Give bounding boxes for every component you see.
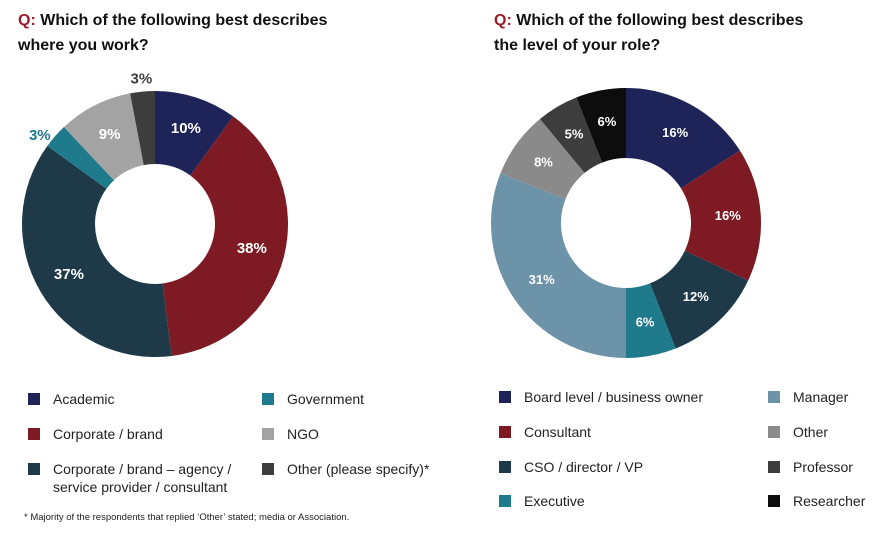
donut-slice-3 — [47, 127, 114, 189]
legend-item-government: Government — [262, 390, 364, 408]
donut-slice-6 — [539, 97, 603, 173]
legend-label: Professor — [793, 459, 853, 475]
legend-label: Executive — [524, 493, 585, 509]
donut-slice-7 — [576, 88, 626, 163]
right-chart-title: Q: Which of the following best describes… — [494, 8, 874, 58]
legend-swatch — [262, 428, 274, 440]
slice-label-4: 9% — [99, 126, 121, 143]
donut-slice-1 — [162, 116, 289, 356]
legend-swatch — [28, 393, 40, 405]
legend-item-professor: Professor — [768, 458, 853, 476]
legend-swatch — [768, 495, 780, 507]
legend-item-consultant: Consultant — [499, 423, 591, 441]
title-line-2: where you work? — [18, 37, 149, 54]
slice-label-1: 16% — [715, 208, 741, 223]
legend-swatch — [262, 463, 274, 475]
title-line-1: Which of the following best describes — [40, 12, 328, 29]
left-chart-title: Q: Which of the following best describes… — [18, 8, 398, 58]
workplace-donut-chart: 10% 38% 37% 3% 9% 3% — [21, 71, 289, 357]
title-line-1: Which of the following best describes — [516, 12, 804, 29]
donut-slice-2 — [649, 250, 749, 349]
legend-item-ngo: NGO — [262, 425, 319, 443]
slice-label-0: 10% — [171, 120, 201, 137]
slice-label-3: 6% — [636, 315, 655, 330]
donut-slice-1 — [680, 150, 761, 281]
legend-swatch — [499, 495, 511, 507]
question-prefix: Q: — [494, 12, 512, 29]
slice-label-6: 5% — [565, 127, 584, 142]
legend-swatch — [499, 461, 511, 473]
legend-label-line-1: Corporate / brand – agency / — [53, 461, 232, 477]
legend-swatch — [768, 391, 780, 403]
legend-swatch — [28, 428, 40, 440]
legend-label: Consultant — [524, 424, 591, 440]
legend-label: Other (please specify)* — [287, 461, 430, 477]
donut-slice-0 — [155, 91, 234, 176]
slice-label-0: 16% — [662, 125, 688, 140]
legend-label: Corporate / brand – agency / service pro… — [53, 460, 231, 496]
legend-label: Corporate / brand — [53, 426, 163, 442]
donut-slice-5 — [500, 118, 585, 200]
slice-label-2: 12% — [683, 289, 709, 304]
donut-slice-4 — [490, 173, 626, 358]
donut-slice-4 — [63, 93, 144, 181]
legend-swatch — [499, 391, 511, 403]
legend-item-researcher: Researcher — [768, 492, 865, 510]
legend-label: Researcher — [793, 493, 866, 509]
slice-label-2: 37% — [54, 266, 84, 283]
legend-item-other-specify: Other (please specify)* — [262, 460, 429, 478]
slice-label-5: 3% — [131, 71, 153, 88]
legend-swatch — [28, 463, 40, 475]
legend-item-cso: CSO / director / VP — [499, 458, 643, 476]
legend-item-agency: Corporate / brand – agency / service pro… — [28, 460, 231, 496]
legend-label: CSO / director / VP — [524, 459, 644, 475]
slice-label-5: 8% — [534, 154, 553, 169]
legend-label-line-2: service provider / consultant — [53, 479, 228, 495]
legend-item-executive: Executive — [499, 492, 585, 510]
slice-label-1: 38% — [237, 240, 267, 257]
legend-label: Board level / business owner — [524, 389, 703, 405]
legend-swatch — [768, 426, 780, 438]
legend-item-other: Other — [768, 423, 828, 441]
legend-label: Manager — [793, 389, 849, 405]
role-level-donut-chart: 16% 16% 12% 6% 31% 8% 5% 6% — [490, 88, 761, 358]
title-line-2: the level of your role? — [494, 37, 661, 54]
donut-slice-3 — [626, 283, 676, 358]
donut-slice-5 — [130, 91, 155, 166]
legend-item-academic: Academic — [28, 390, 114, 408]
question-prefix: Q: — [18, 12, 36, 29]
slice-label-4: 31% — [529, 272, 555, 287]
legend-swatch — [768, 461, 780, 473]
legend-item-corporate-brand: Corporate / brand — [28, 425, 163, 443]
slice-label-7: 6% — [597, 114, 616, 129]
footnote: * Majority of the respondents that repli… — [24, 512, 350, 523]
legend-swatch — [499, 426, 511, 438]
donut-slice-2 — [21, 145, 172, 357]
legend-item-board-level: Board level / business owner — [499, 388, 703, 406]
legend-swatch — [262, 393, 274, 405]
legend-label: Other — [793, 424, 829, 440]
legend-label: NGO — [287, 426, 319, 442]
legend-label: Academic — [53, 391, 115, 407]
donut-slice-0 — [626, 88, 740, 189]
legend-item-manager: Manager — [768, 388, 848, 406]
slice-label-3: 3% — [29, 127, 51, 144]
legend-label: Government — [287, 391, 365, 407]
